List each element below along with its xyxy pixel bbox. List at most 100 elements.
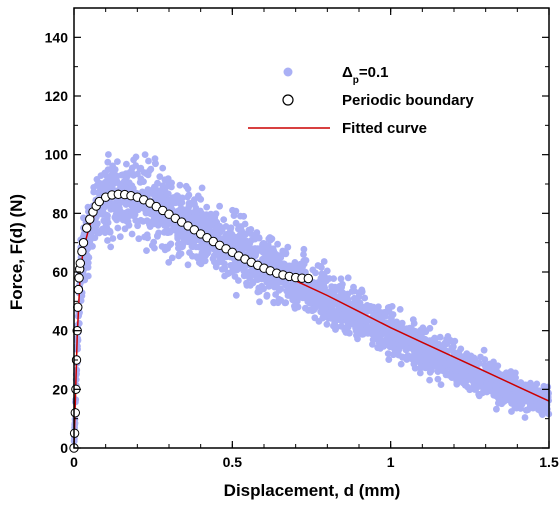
scatter-point xyxy=(141,151,149,159)
scatter-point xyxy=(384,335,391,342)
scatter-point xyxy=(521,414,529,421)
y-tick-label: 0 xyxy=(60,440,68,456)
scatter-point xyxy=(443,335,450,343)
scatter-point xyxy=(502,390,510,397)
scatter-point xyxy=(445,371,453,379)
scatter-point xyxy=(185,212,192,220)
x-tick-label: 1 xyxy=(387,454,395,470)
scatter-point xyxy=(116,197,124,205)
scatter-point xyxy=(464,353,472,361)
scatter-point xyxy=(319,314,327,322)
scatter-point xyxy=(333,314,340,322)
scatter-point xyxy=(156,173,164,181)
scatter-point xyxy=(167,202,175,209)
scatter-point xyxy=(413,343,421,351)
scatter-point xyxy=(426,324,434,332)
legend-label-scatter-prefix: Δ xyxy=(342,64,353,81)
scatter-point xyxy=(317,303,325,311)
scatter-point xyxy=(341,293,349,301)
scatter-point xyxy=(84,259,92,267)
x-tick-label: 0 xyxy=(70,454,78,470)
scatter-point xyxy=(422,364,430,372)
scatter-point xyxy=(286,262,294,270)
scatter-point xyxy=(162,243,170,251)
scatter-point xyxy=(358,288,366,296)
scatter-point xyxy=(403,356,411,363)
scatter-point xyxy=(121,183,129,191)
scatter-point xyxy=(211,258,218,266)
scatter-point xyxy=(470,354,478,362)
scatter-point xyxy=(252,251,259,259)
scatter-point xyxy=(312,300,320,308)
scatter-point xyxy=(493,386,501,394)
scatter-point xyxy=(283,280,290,288)
scatter-point xyxy=(109,235,117,242)
scatter-point xyxy=(386,303,394,311)
periodic-boundary-marker xyxy=(303,273,313,284)
scatter-point xyxy=(403,345,411,353)
scatter-point xyxy=(312,269,319,277)
scatter-point xyxy=(121,172,129,179)
scatter-point xyxy=(284,243,292,251)
scatter-point xyxy=(194,255,202,262)
scatter-point xyxy=(377,336,385,343)
scatter-point xyxy=(208,214,216,222)
scatter-point xyxy=(229,206,236,214)
scatter-point xyxy=(204,249,211,257)
scatter-point xyxy=(344,274,352,282)
scatter-point xyxy=(123,160,130,168)
scatter-point xyxy=(477,353,484,361)
scatter-point xyxy=(224,270,232,278)
scatter-point xyxy=(331,283,339,291)
scatter-point xyxy=(426,376,433,384)
scatter-point xyxy=(355,302,363,310)
scatter-point xyxy=(137,216,145,224)
scatter-point xyxy=(127,201,135,209)
periodic-boundary-marker xyxy=(77,246,87,257)
scatter-point xyxy=(147,165,155,173)
scatter-point xyxy=(191,201,198,209)
scatter-point xyxy=(388,312,396,319)
scatter-point xyxy=(411,364,419,372)
scatter-point xyxy=(151,159,159,167)
scatter-point xyxy=(101,203,109,211)
scatter-point xyxy=(135,235,143,243)
scatter-point xyxy=(104,237,111,244)
scatter-point xyxy=(184,185,192,193)
scatter-point xyxy=(317,263,325,270)
scatter-point xyxy=(128,230,136,238)
scatter-point xyxy=(185,236,192,243)
periodic-boundary-marker xyxy=(70,408,81,418)
scatter-point xyxy=(342,329,350,336)
scatter-point xyxy=(227,226,234,234)
y-tick-label: 60 xyxy=(52,264,68,280)
scatter-point xyxy=(104,158,112,166)
scatter-point xyxy=(184,261,192,269)
scatter-point xyxy=(218,226,226,234)
y-tick-label: 40 xyxy=(52,323,68,339)
scatter-point xyxy=(241,266,248,274)
scatter-point xyxy=(197,260,205,268)
scatter-point xyxy=(148,242,156,249)
scatter-point xyxy=(541,388,549,396)
scatter-point xyxy=(520,381,528,389)
scatter-cloud-series xyxy=(70,151,553,445)
legend-marker-periodic xyxy=(282,94,294,106)
scatter-point xyxy=(297,289,305,297)
scatter-point xyxy=(442,361,450,369)
legend: Δp=0.1 Periodic boundary Fitted curve xyxy=(248,64,474,137)
scatter-point xyxy=(385,356,393,363)
scatter-point xyxy=(512,369,519,377)
scatter-point xyxy=(351,298,359,306)
scatter-point xyxy=(374,344,382,352)
scatter-point xyxy=(488,376,495,384)
scatter-point xyxy=(174,192,182,200)
scatter-point xyxy=(102,180,110,188)
scatter-point xyxy=(265,235,273,243)
scatter-point xyxy=(273,259,281,267)
scatter-point xyxy=(537,399,545,407)
scatter-point xyxy=(134,222,142,230)
scatter-point xyxy=(281,299,289,307)
scatter-point xyxy=(136,179,144,186)
scatter-point xyxy=(200,216,207,224)
